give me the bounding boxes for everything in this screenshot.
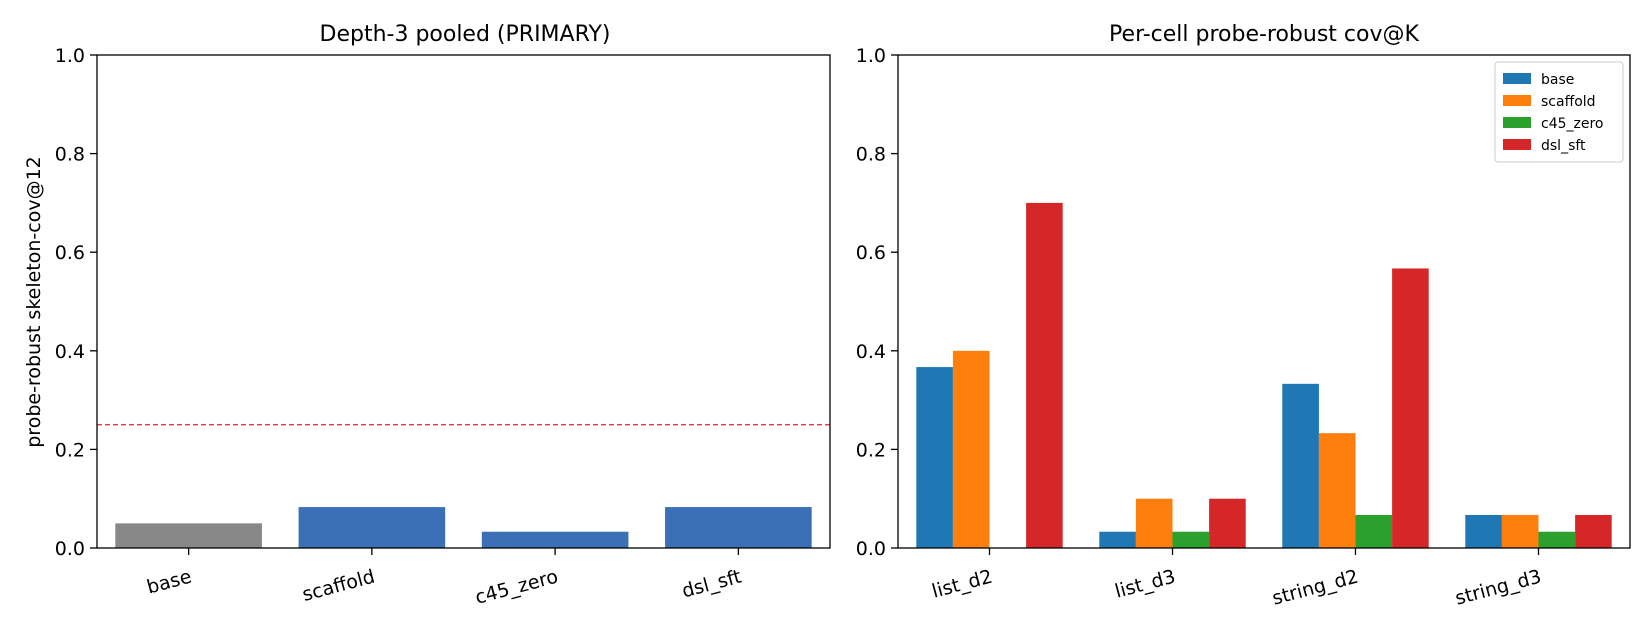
y-tick-label: 0.8 [856, 144, 886, 166]
legend-label-dsl_sft: dsl_sft [1541, 138, 1586, 154]
y-tick-label: 0.4 [856, 341, 886, 363]
legend-box [1494, 61, 1624, 163]
chart-title: Depth-3 pooled (PRIMARY) [320, 22, 611, 47]
legend-label-base: base [1541, 72, 1574, 88]
legend-label-c45_zero: c45_zero [1541, 116, 1604, 132]
bar-dsl_sft [665, 507, 812, 548]
x-tick-label-dsl_sft: dsl_sft [680, 566, 744, 603]
x-tick-label-list_d2: list_d2 [930, 566, 995, 603]
y-tick-label: 0.0 [55, 538, 85, 560]
y-tick-label: 0.4 [55, 341, 85, 363]
bar-scaffold [298, 507, 446, 548]
bar-c45_zero-list_d3 [1172, 531, 1210, 548]
axes-frame [897, 54, 1631, 549]
bar-c45_zero-string_d3 [1538, 531, 1576, 548]
x-tick-label-base: base [144, 566, 193, 599]
y-tick-label: 0.8 [55, 144, 85, 166]
bar-base-list_d2 [916, 367, 953, 548]
x-tick-label-scaffold: scaffold [300, 566, 377, 606]
bar-c45_zero [481, 531, 629, 548]
bar-base [115, 523, 262, 548]
bar-dsl_sft-string_d2 [1392, 268, 1429, 548]
chart-title: Per-cell probe-robust cov@K [1109, 22, 1419, 47]
x-tick-label-c45_zero: c45_zero [473, 566, 561, 609]
axes-frame [96, 54, 831, 549]
legend-swatch-dsl_sft [1503, 139, 1531, 150]
bar-base-string_d3 [1465, 514, 1502, 548]
y-tick-label: 0.0 [856, 538, 886, 560]
y-tick-label: 1.0 [55, 45, 85, 67]
y-tick-label: 1.0 [856, 45, 886, 67]
chart-per-cell: Per-cell probe-robust cov@K 0.0 0.2 0.4 0.6… [856, 22, 1631, 610]
bar-scaffold-list_d3 [1135, 498, 1173, 548]
bar-dsl_sft-list_d2 [1026, 202, 1063, 548]
bar-base-list_d3 [1099, 531, 1136, 548]
y-tick-label: 0.2 [856, 439, 886, 461]
bar-c45_zero-string_d2 [1355, 514, 1393, 548]
legend-label-scaffold: scaffold [1541, 94, 1596, 110]
bar-scaffold-string_d3 [1501, 514, 1539, 548]
chart-depth3-pooled: Depth-3 pooled (PRIMARY) probe-robust sk… [23, 22, 831, 609]
x-tick-label-list_d3: list_d3 [1113, 566, 1178, 603]
bar-scaffold-string_d2 [1318, 433, 1356, 548]
bar-scaffold-list_d2 [952, 350, 990, 548]
bar-dsl_sft-list_d3 [1209, 498, 1246, 548]
bar-base-string_d2 [1282, 383, 1319, 548]
legend: base scaffold c45_zero dsl_sft [1494, 61, 1624, 163]
y-tick-label: 0.6 [856, 242, 886, 264]
y-tick-label: 0.2 [55, 439, 85, 461]
y-axis-label: probe-robust skeleton-cov@12 [23, 156, 45, 448]
y-tick-label: 0.6 [55, 242, 85, 264]
bar-dsl_sft-string_d3 [1575, 514, 1612, 548]
legend-swatch-scaffold [1503, 95, 1531, 106]
x-tick-label-string_d3: string_d3 [1453, 566, 1544, 610]
legend-swatch-base [1503, 73, 1531, 84]
x-tick-label-string_d2: string_d2 [1270, 566, 1361, 610]
legend-swatch-c45_zero [1503, 117, 1531, 128]
